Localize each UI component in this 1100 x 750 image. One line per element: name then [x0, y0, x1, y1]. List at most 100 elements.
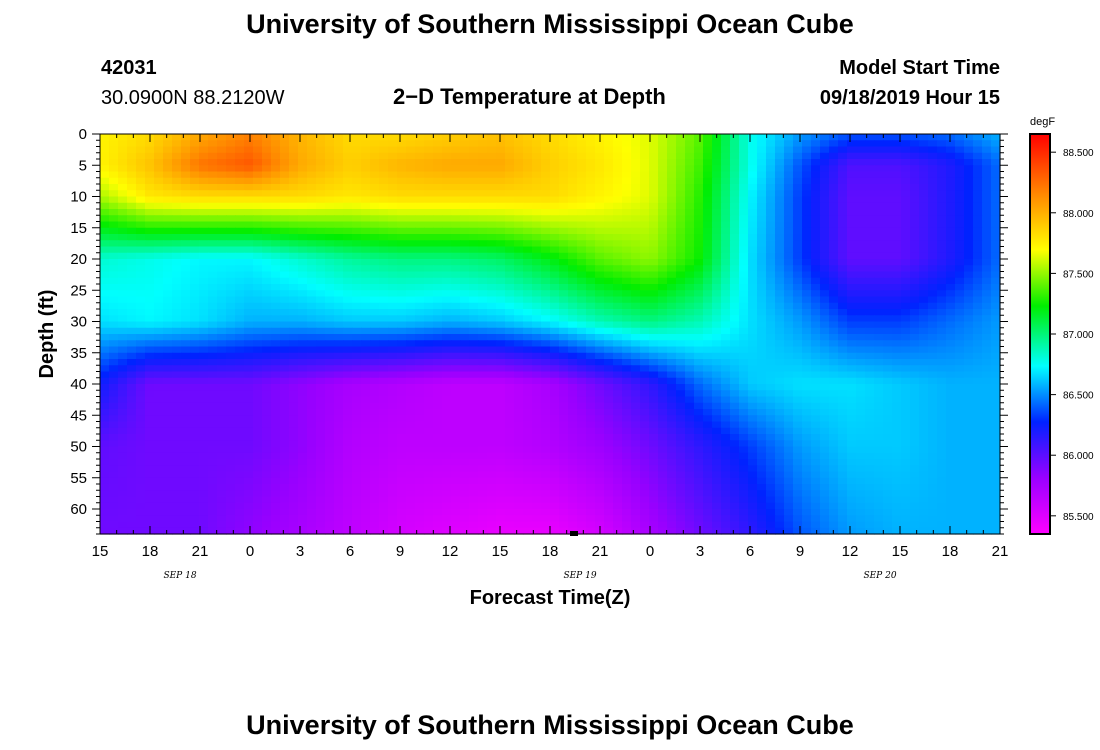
heatmap-cell	[127, 259, 137, 266]
heatmap-cell	[802, 209, 812, 216]
heatmap-cell	[928, 246, 938, 254]
heatmap-cell	[352, 209, 362, 216]
heatmap-cell	[217, 165, 227, 173]
heatmap-cell	[505, 359, 515, 366]
heatmap-cell	[244, 390, 254, 398]
heatmap-cell	[478, 421, 488, 429]
heatmap-cell	[172, 221, 182, 229]
heatmap-cell	[685, 277, 695, 285]
heatmap-cell	[325, 221, 335, 229]
heatmap-cell	[154, 240, 164, 248]
heatmap-cell	[397, 252, 407, 260]
heatmap-cell	[658, 384, 668, 391]
heatmap-cell	[550, 346, 560, 354]
heatmap-cell	[433, 309, 443, 316]
heatmap-cell	[883, 177, 893, 185]
heatmap-cell	[937, 315, 947, 323]
heatmap-cell	[460, 290, 470, 298]
heatmap-cell	[208, 152, 218, 160]
heatmap-cell	[262, 396, 272, 404]
heatmap-cell	[577, 140, 587, 148]
heatmap-cell	[586, 140, 596, 148]
heatmap-cell	[415, 371, 425, 379]
heatmap-cell	[154, 352, 164, 360]
heatmap-cell	[631, 359, 641, 366]
heatmap-cell	[361, 315, 371, 323]
heatmap-cell	[307, 152, 317, 160]
heatmap-cell	[163, 159, 173, 166]
heatmap-cell	[532, 427, 542, 435]
heatmap-cell	[379, 165, 389, 173]
heatmap-cell	[199, 271, 209, 279]
heatmap-cell	[604, 184, 614, 191]
heatmap-cell	[397, 321, 407, 329]
heatmap-cell	[451, 134, 461, 141]
heatmap-cell	[190, 202, 200, 210]
heatmap-cell	[109, 390, 119, 398]
heatmap-cell	[523, 321, 533, 329]
heatmap-cell	[433, 152, 443, 160]
heatmap-cell	[352, 152, 362, 160]
heatmap-cell	[154, 159, 164, 166]
heatmap-cell	[820, 165, 830, 173]
heatmap-cell	[928, 134, 938, 141]
heatmap-cell	[370, 152, 380, 160]
heatmap-cell	[919, 402, 929, 410]
heatmap-cell	[208, 371, 218, 379]
heatmap-cell	[415, 396, 425, 404]
heatmap-cell	[469, 352, 479, 360]
heatmap-cell	[586, 209, 596, 216]
heatmap-cell	[478, 284, 488, 291]
heatmap-cell	[820, 265, 830, 273]
heatmap-cell	[775, 402, 785, 410]
heatmap-cell	[856, 346, 866, 354]
heatmap-cell	[982, 409, 992, 416]
heatmap-cell	[910, 284, 920, 291]
heatmap-cell	[694, 340, 704, 348]
heatmap-cell	[469, 240, 479, 248]
heatmap-cell	[424, 246, 434, 254]
heatmap-cell	[964, 315, 974, 323]
heatmap-cell	[748, 209, 758, 216]
heatmap-cell	[379, 384, 389, 391]
heatmap-cell	[946, 190, 956, 198]
heatmap-cell	[379, 334, 389, 341]
heatmap-cell	[901, 334, 911, 341]
heatmap-cell	[982, 252, 992, 260]
heatmap-cell	[541, 315, 551, 323]
heatmap-cell	[784, 221, 794, 229]
heatmap-cell	[235, 265, 245, 273]
heatmap-cell	[325, 240, 335, 248]
heatmap-cell	[631, 434, 641, 441]
heatmap-cell	[838, 221, 848, 229]
heatmap-cell	[298, 227, 308, 235]
heatmap-cell	[172, 434, 182, 441]
heatmap-cell	[424, 346, 434, 354]
heatmap-cell	[442, 371, 452, 379]
heatmap-cell	[352, 184, 362, 191]
heatmap-cell	[325, 415, 335, 423]
heatmap-cell	[757, 159, 767, 166]
heatmap-cell	[244, 427, 254, 435]
heatmap-cell	[370, 340, 380, 348]
heatmap-cell	[307, 340, 317, 348]
heatmap-cell	[361, 196, 371, 204]
heatmap-cell	[487, 334, 497, 341]
heatmap-cell	[298, 371, 308, 379]
heatmap-cell	[721, 134, 731, 141]
heatmap-cell	[784, 334, 794, 341]
heatmap-cell	[703, 246, 713, 254]
heatmap-cell	[595, 377, 605, 385]
heatmap-cell	[856, 396, 866, 404]
heatmap-cell	[226, 277, 236, 285]
heatmap-cell	[946, 415, 956, 423]
heatmap-cell	[442, 252, 452, 260]
heatmap-cell	[541, 259, 551, 266]
heatmap-cell	[253, 271, 263, 279]
heatmap-cell	[451, 184, 461, 191]
heatmap-cell	[613, 409, 623, 416]
heatmap-cell	[586, 396, 596, 404]
heatmap-cell	[622, 290, 632, 298]
heatmap-cell	[100, 134, 110, 141]
heatmap-cell	[559, 321, 569, 329]
